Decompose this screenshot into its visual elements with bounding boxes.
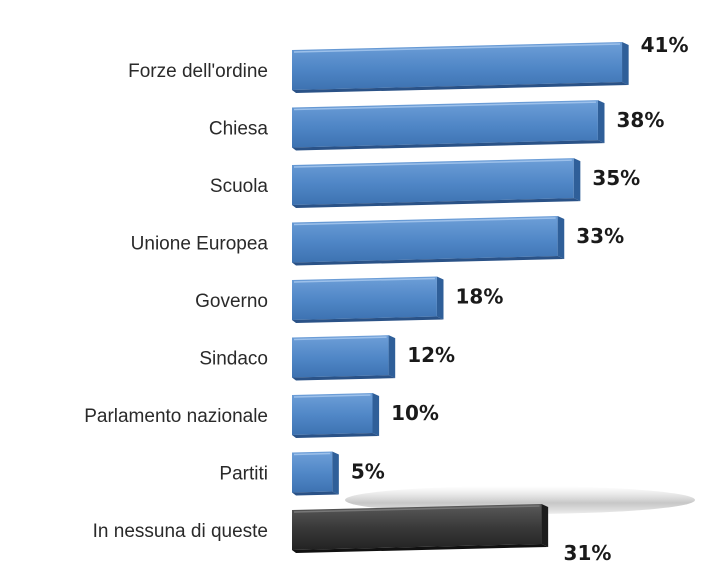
- bar-face: [292, 42, 623, 90]
- bar-face: [292, 393, 373, 435]
- bar-face: [292, 451, 333, 493]
- category-label: In nessuna di queste: [93, 521, 268, 542]
- labels-group: Forze dell'ordine 41% Chiesa 38% Scuola 35% Un…: [84, 33, 688, 565]
- category-label: Parlamento nazionale: [84, 406, 268, 427]
- bar: [292, 42, 629, 93]
- bar-side: [573, 158, 581, 202]
- bar: [292, 216, 565, 266]
- value-label: 38%: [617, 108, 665, 132]
- value-label: 33%: [576, 224, 624, 248]
- bar-bottom: [292, 316, 444, 323]
- bar-bottom: [292, 256, 565, 266]
- bar-highlight: [293, 336, 387, 341]
- category-label: Partiti: [219, 464, 268, 485]
- category-label: Unione Europea: [131, 234, 269, 255]
- value-label: 31%: [564, 541, 612, 565]
- bar-side: [388, 335, 396, 379]
- bar-highlight: [293, 394, 371, 398]
- category-label: Scuola: [210, 176, 269, 197]
- bar-bottom: [292, 140, 605, 151]
- bar-face: [292, 216, 558, 263]
- category-label: Governo: [195, 291, 268, 312]
- bar-none: [292, 503, 549, 553]
- bar-side: [436, 276, 444, 320]
- bar-side: [557, 216, 565, 260]
- bar: [292, 158, 581, 208]
- category-label: Sindaco: [199, 349, 268, 370]
- bar-highlight: [293, 452, 331, 456]
- bar-highlight: [293, 217, 556, 226]
- bar: [292, 451, 339, 496]
- value-label: 18%: [456, 284, 504, 308]
- bar-side: [622, 42, 629, 85]
- bar-side: [541, 503, 549, 547]
- bar-face: [292, 335, 389, 378]
- bar-face: [292, 100, 598, 148]
- bar-highlight: [293, 43, 621, 53]
- bar-face: [292, 158, 574, 205]
- bar-face: [292, 276, 437, 320]
- bar-bottom: [292, 491, 339, 496]
- value-label: 41%: [641, 33, 689, 57]
- bar: [292, 393, 380, 438]
- bar: [292, 276, 444, 323]
- bar-side: [372, 393, 380, 437]
- bar-bottom: [292, 433, 380, 438]
- bar: [292, 100, 605, 151]
- bar-highlight: [293, 277, 435, 283]
- category-label: Chiesa: [209, 119, 269, 140]
- value-label: 12%: [407, 343, 455, 367]
- bar-bottom: [292, 82, 629, 93]
- bar-highlight: [293, 159, 572, 168]
- bar-bottom: [292, 543, 549, 553]
- value-label: 5%: [351, 460, 385, 484]
- bar-face: [292, 503, 542, 550]
- value-label: 35%: [592, 166, 640, 190]
- value-label: 10%: [391, 401, 439, 425]
- bar-side: [332, 451, 339, 495]
- bar-highlight: [293, 101, 596, 111]
- bars-group: [292, 42, 629, 553]
- bar: [292, 335, 396, 381]
- bar-highlight: [293, 505, 540, 513]
- bar-side: [597, 100, 605, 144]
- category-label: Forze dell'ordine: [128, 61, 268, 82]
- bar-bottom: [292, 375, 396, 381]
- bar-bottom: [292, 198, 581, 208]
